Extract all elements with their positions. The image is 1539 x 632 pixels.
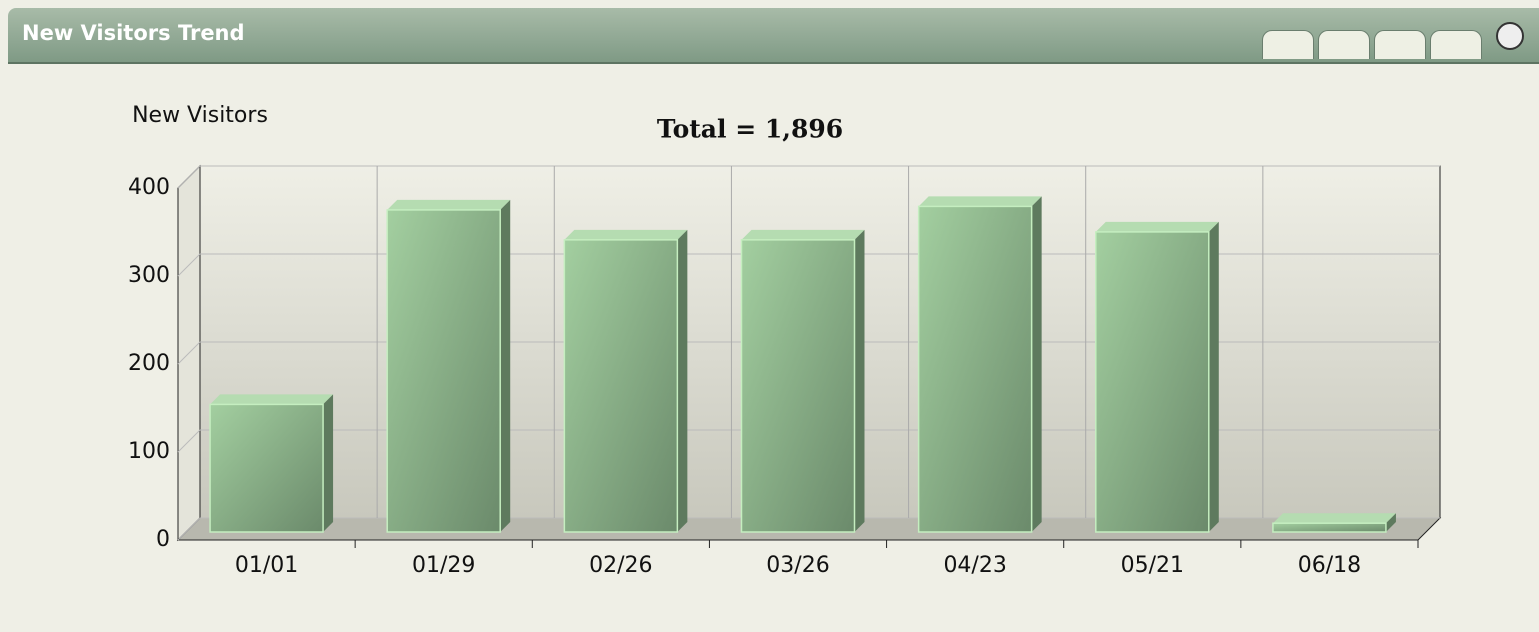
- bar-side: [677, 229, 688, 532]
- y-tick-label: 0: [156, 527, 170, 552]
- line-tab[interactable]: [1374, 30, 1426, 59]
- x-tick-label: 06/18: [1298, 553, 1361, 578]
- bar-front: [209, 403, 324, 533]
- y-axis-title: New Visitors: [132, 103, 268, 128]
- bar-top: [1095, 221, 1219, 232]
- bar-front: [563, 239, 679, 533]
- bar-side: [500, 199, 511, 533]
- chart-title: Total = 1,896: [657, 115, 843, 144]
- grid-line-side: [177, 165, 201, 189]
- x-tick-label: 03/26: [766, 553, 829, 578]
- grid-line-side: [177, 253, 201, 277]
- bar: [386, 199, 511, 533]
- bar-side: [323, 394, 334, 532]
- bar-front: [1095, 231, 1210, 533]
- bar-tab[interactable]: [1262, 30, 1314, 59]
- bar-top: [564, 229, 688, 240]
- bar-top: [741, 229, 865, 240]
- stack-tab[interactable]: [1318, 30, 1370, 59]
- grid-line-side: [177, 341, 201, 365]
- grid-line-side: [177, 429, 201, 453]
- bar-top: [387, 199, 511, 210]
- bar-side: [854, 229, 865, 532]
- bar-side: [1208, 221, 1219, 533]
- y-tick-label: 100: [128, 439, 170, 464]
- collapse-button[interactable]: [1496, 22, 1524, 50]
- bar-front: [740, 239, 856, 533]
- x-tick-label: 01/01: [235, 553, 298, 578]
- bar: [740, 229, 865, 533]
- x-tick-label: 01/29: [412, 553, 475, 578]
- bar-top: [210, 394, 334, 405]
- bar: [563, 229, 688, 533]
- bar: [1272, 513, 1396, 533]
- bar-top: [918, 196, 1042, 207]
- y-tick-label: 400: [128, 175, 170, 200]
- x-tick-label: 02/26: [589, 553, 652, 578]
- bar-front: [1272, 522, 1387, 533]
- y-tick-label: 300: [128, 263, 170, 288]
- x-tick-label: 04/23: [943, 553, 1006, 578]
- grid-line-side: [177, 517, 201, 541]
- bar-front: [386, 209, 501, 533]
- bar: [917, 196, 1042, 533]
- bar: [209, 394, 334, 533]
- bar-top: [1272, 513, 1396, 524]
- bar-side: [1385, 513, 1396, 532]
- bar-front: [917, 205, 1033, 533]
- bar: [1095, 221, 1219, 533]
- area-tab[interactable]: [1430, 30, 1482, 59]
- widget-title: New Visitors Trend: [22, 21, 245, 45]
- y-tick-label: 200: [128, 351, 170, 376]
- x-tick-label: 05/21: [1121, 553, 1184, 578]
- bar-side: [1031, 196, 1042, 532]
